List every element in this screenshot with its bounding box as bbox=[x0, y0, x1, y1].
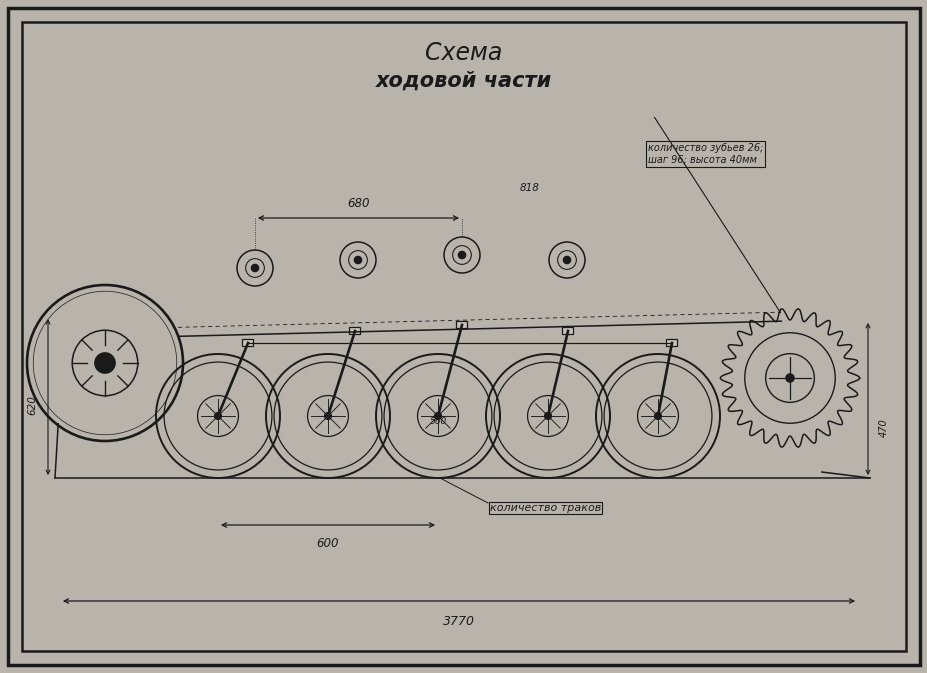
Circle shape bbox=[785, 374, 794, 382]
Circle shape bbox=[544, 413, 551, 419]
Text: 620: 620 bbox=[27, 396, 37, 415]
Circle shape bbox=[434, 413, 441, 419]
Circle shape bbox=[95, 353, 115, 373]
Circle shape bbox=[251, 264, 259, 272]
Circle shape bbox=[324, 413, 331, 419]
Bar bbox=[349, 328, 360, 334]
Circle shape bbox=[458, 252, 465, 258]
Text: количество зубьев 26;
шаг 96; высота 40мм: количество зубьев 26; шаг 96; высота 40м… bbox=[647, 143, 763, 165]
Bar bbox=[242, 339, 253, 347]
Circle shape bbox=[214, 413, 222, 419]
Bar bbox=[666, 339, 677, 347]
Text: 3770: 3770 bbox=[442, 615, 475, 628]
Text: 600: 600 bbox=[316, 537, 339, 550]
Text: Схема: Схема bbox=[425, 41, 502, 65]
Text: количество траков: количество траков bbox=[489, 503, 601, 513]
Bar bbox=[562, 328, 573, 334]
Circle shape bbox=[654, 413, 661, 419]
Text: 470: 470 bbox=[878, 419, 888, 437]
Text: 680: 680 bbox=[347, 197, 369, 210]
Text: 560: 560 bbox=[429, 417, 446, 425]
Circle shape bbox=[354, 256, 362, 264]
Text: 818: 818 bbox=[519, 183, 540, 193]
Bar bbox=[456, 322, 467, 328]
Text: ходовой части: ходовой части bbox=[375, 71, 552, 91]
Circle shape bbox=[563, 256, 570, 264]
